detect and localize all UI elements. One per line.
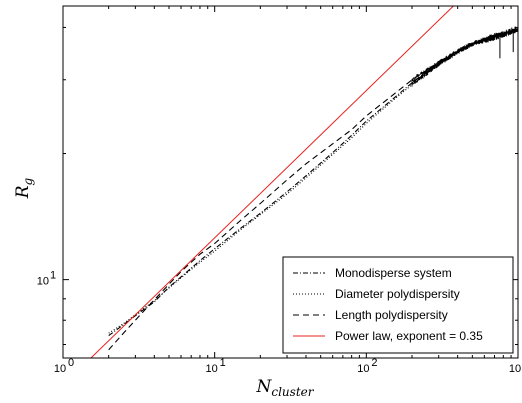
legend-label: Power law, exponent = 0.35 <box>335 329 483 343</box>
x-tick-label: 10 <box>357 363 369 375</box>
series-line <box>108 29 518 337</box>
y-axis-title: Rg <box>13 177 35 199</box>
legend-label: Diameter polydispersity <box>335 287 460 301</box>
series-noise <box>411 26 518 82</box>
legend: Monodisperse system Diameter polydispersi… <box>282 256 514 354</box>
x-tick-exponent: 2 <box>371 357 377 369</box>
legend-label: Monodisperse system <box>335 266 452 280</box>
y-tick-label: 10 <box>37 276 49 288</box>
series-line <box>108 28 518 351</box>
x-tick-label: 10 <box>509 363 521 375</box>
y-tick-exponent: 1 <box>50 270 56 282</box>
legend-box <box>282 256 514 354</box>
axis-labels: 100101102103101NclusterRg <box>13 177 521 399</box>
x-tick-label: 10 <box>54 363 66 375</box>
x-tick-exponent: 1 <box>220 357 226 369</box>
series-layer <box>90 6 518 358</box>
x-axis-title: Ncluster <box>256 377 315 399</box>
x-tick-exponent: 0 <box>68 357 74 369</box>
series-line <box>90 6 455 358</box>
legend-label: Length polydispersity <box>335 308 448 322</box>
x-tick-label: 10 <box>206 363 218 375</box>
plot-frame <box>62 5 519 359</box>
